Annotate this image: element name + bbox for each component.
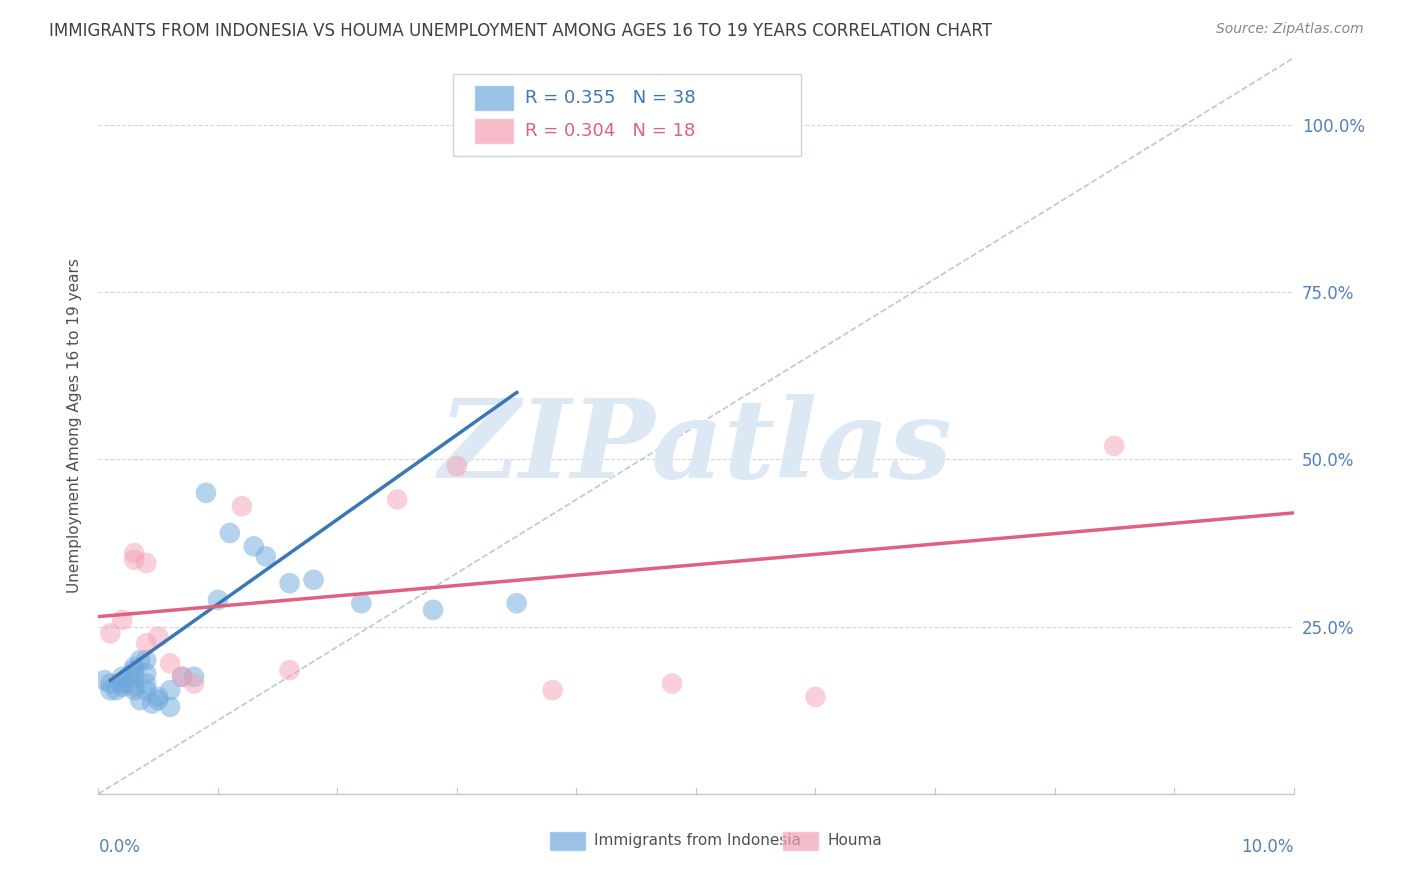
Point <box>804 690 827 704</box>
Point <box>124 683 146 698</box>
Point <box>124 670 146 684</box>
Point <box>278 663 301 677</box>
Point <box>135 666 157 681</box>
Point <box>254 549 277 564</box>
Point <box>135 653 157 667</box>
Point <box>183 676 205 690</box>
Point <box>124 663 146 677</box>
Text: R = 0.304   N = 18: R = 0.304 N = 18 <box>524 122 696 140</box>
Point <box>124 552 146 567</box>
Point <box>278 576 301 591</box>
Point <box>1104 439 1126 453</box>
Point <box>183 670 205 684</box>
Text: 10.0%: 10.0% <box>1241 838 1294 856</box>
Point <box>135 676 157 690</box>
Point <box>159 657 181 671</box>
Point <box>422 603 444 617</box>
Point <box>111 676 134 690</box>
Point <box>350 596 373 610</box>
Point <box>111 670 134 684</box>
Point <box>129 693 152 707</box>
Point <box>105 683 128 698</box>
FancyBboxPatch shape <box>782 830 820 851</box>
Text: Immigrants from Indonesia: Immigrants from Indonesia <box>595 833 801 847</box>
Point <box>117 676 139 690</box>
Point <box>302 573 325 587</box>
FancyBboxPatch shape <box>453 74 801 156</box>
Text: IMMIGRANTS FROM INDONESIA VS HOUMA UNEMPLOYMENT AMONG AGES 16 TO 19 YEARS CORREL: IMMIGRANTS FROM INDONESIA VS HOUMA UNEMP… <box>49 22 993 40</box>
Point <box>231 499 253 513</box>
Point <box>207 592 229 607</box>
Point <box>506 596 529 610</box>
Point <box>135 683 157 698</box>
Point <box>148 690 170 704</box>
Point <box>135 556 157 570</box>
Point <box>195 485 218 500</box>
Point <box>159 699 181 714</box>
Text: Source: ZipAtlas.com: Source: ZipAtlas.com <box>1216 22 1364 37</box>
FancyBboxPatch shape <box>548 830 586 851</box>
Point <box>661 676 683 690</box>
Point <box>98 683 122 698</box>
Point <box>129 653 152 667</box>
Point <box>117 670 139 684</box>
FancyBboxPatch shape <box>474 85 515 112</box>
Point <box>135 636 157 650</box>
Point <box>541 683 564 698</box>
Y-axis label: Unemployment Among Ages 16 to 19 years: Unemployment Among Ages 16 to 19 years <box>66 259 82 593</box>
Text: ZIPatlas: ZIPatlas <box>439 394 953 502</box>
Point <box>148 693 170 707</box>
FancyBboxPatch shape <box>474 118 515 145</box>
Point <box>446 458 468 473</box>
Text: Houma: Houma <box>827 833 882 847</box>
Point <box>98 676 122 690</box>
Point <box>93 673 115 687</box>
Point <box>637 118 659 132</box>
Point <box>111 680 134 694</box>
Text: 0.0%: 0.0% <box>98 838 141 856</box>
Point <box>243 539 266 553</box>
Text: R = 0.355   N = 38: R = 0.355 N = 38 <box>524 89 696 107</box>
Point <box>141 697 163 711</box>
Point <box>159 683 181 698</box>
Point <box>124 546 146 560</box>
Point <box>385 492 409 507</box>
Point <box>111 613 134 627</box>
Point <box>148 630 170 644</box>
Point <box>124 680 146 694</box>
Point <box>98 626 122 640</box>
Point <box>124 660 146 674</box>
Point <box>172 670 194 684</box>
Point <box>219 525 242 540</box>
Point <box>172 670 194 684</box>
